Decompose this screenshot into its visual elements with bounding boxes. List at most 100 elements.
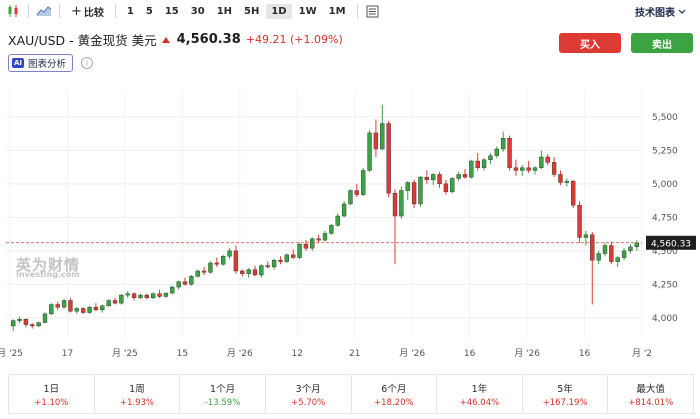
- candle-body: [571, 180, 576, 206]
- x-tick-label: 15: [177, 349, 188, 359]
- candle-body: [214, 262, 219, 265]
- candle-body: [367, 132, 372, 171]
- performance-value: +46.04%: [459, 397, 500, 408]
- candle-body: [513, 167, 519, 171]
- candle-body: [240, 270, 245, 274]
- candle-body: [151, 293, 156, 298]
- plus-icon: +: [71, 3, 82, 19]
- candle-body: [373, 132, 379, 150]
- candlestick-icon[interactable]: [4, 2, 22, 20]
- timeframe-1h[interactable]: 1H: [216, 5, 233, 17]
- candle-body: [386, 123, 391, 194]
- candle-body: [49, 304, 54, 315]
- x-tick-label: 月 '26: [227, 348, 253, 359]
- candle-body: [615, 257, 620, 262]
- candle-body: [30, 324, 35, 327]
- timeframe-1[interactable]: 1: [126, 5, 134, 17]
- candle-body: [265, 265, 270, 268]
- candle-body: [596, 253, 601, 261]
- compare-button[interactable]: + 比较: [66, 2, 109, 21]
- candle-body: [61, 300, 67, 308]
- chart-toolbar: + 比较 1 5 15 30 1H 5H 1D 1W 1M 技术图表: [0, 0, 700, 22]
- candle-body: [431, 174, 436, 181]
- candle-body: [106, 300, 111, 307]
- chart-analysis-label: 图表分析: [28, 59, 67, 70]
- timeframe-30[interactable]: 30: [190, 5, 205, 17]
- timeframe-1w[interactable]: 1W: [298, 5, 317, 17]
- y-tick-label: 5,000: [652, 180, 678, 190]
- candle-body: [138, 294, 143, 298]
- candle-body: [74, 308, 79, 312]
- timeframe-5[interactable]: 5: [145, 5, 153, 17]
- y-tick-label: 5,250: [652, 146, 678, 156]
- candle-body: [176, 281, 181, 288]
- performance-period: 3个月: [295, 383, 321, 395]
- info-icon[interactable]: i: [81, 57, 93, 69]
- x-tick-label: 月 '26: [399, 348, 425, 359]
- buy-button[interactable]: 买入: [559, 33, 621, 53]
- candle-body: [380, 123, 385, 150]
- area-chart-icon[interactable]: [35, 2, 53, 20]
- candle-body: [125, 293, 130, 296]
- candle-body: [329, 225, 334, 234]
- y-tick-label: 4,250: [652, 280, 678, 290]
- candle-body: [424, 176, 429, 181]
- chart-analysis-button[interactable]: AI 图表分析: [8, 54, 74, 72]
- candle-body: [297, 243, 302, 258]
- candle-body: [163, 292, 169, 297]
- performance-period: 1个月: [210, 383, 236, 395]
- performance-cell[interactable]: 1日 +1.10%: [9, 375, 95, 413]
- candle-body: [392, 193, 398, 217]
- candle-body: [189, 276, 194, 285]
- compare-label: 比较: [83, 7, 104, 19]
- candle-body: [227, 250, 232, 257]
- candle-body: [322, 233, 328, 241]
- candle-body: [577, 205, 582, 238]
- performance-cell[interactable]: 1周 +1.93%: [95, 375, 181, 413]
- timeframe-15[interactable]: 15: [164, 5, 179, 17]
- candle-body: [418, 176, 423, 205]
- performance-cell[interactable]: 5年 +167.19%: [523, 375, 609, 413]
- performance-period: 1年: [471, 383, 488, 395]
- performance-cell[interactable]: 3个月 +5.70%: [266, 375, 352, 413]
- timeframe-selector: 1 5 15 30 1H 5H 1D 1W 1M: [122, 3, 351, 19]
- y-tick-label: 4,500: [652, 247, 678, 257]
- sell-button[interactable]: 卖出: [631, 33, 693, 53]
- performance-cell[interactable]: 最大值 +814.01%: [608, 375, 693, 413]
- performance-period: 1周: [129, 383, 145, 395]
- timeframe-1d[interactable]: 1D: [266, 3, 292, 19]
- candle-body: [112, 300, 118, 304]
- performance-value: +18.20%: [374, 397, 414, 408]
- candle-body: [411, 182, 417, 205]
- x-tick-label: 21: [349, 349, 360, 359]
- performance-cell[interactable]: 1个月 -13.59%: [180, 375, 266, 413]
- performance-cell[interactable]: 1年 +46.04%: [437, 375, 523, 413]
- toolbar-divider: [59, 4, 60, 18]
- candle-body: [23, 319, 29, 325]
- timeframe-1m[interactable]: 1M: [328, 5, 346, 17]
- x-tick-label: 12: [292, 349, 303, 359]
- toolbar-divider: [356, 4, 358, 18]
- candle-body: [532, 167, 538, 171]
- performance-strip: 1日 +1.10% 1周 +1.93% 1个月 -13.59% 3个月 +5.70% 6个月 +1…: [8, 374, 694, 414]
- candle-body: [233, 250, 239, 272]
- candle-body: [316, 238, 321, 241]
- candle-body: [42, 313, 48, 323]
- x-tick-label: 17: [62, 349, 73, 359]
- chart-settings-icon[interactable]: [364, 2, 382, 20]
- x-tick-label: 月 '25: [0, 348, 23, 359]
- candle-body: [354, 190, 359, 195]
- candle-body: [481, 159, 487, 168]
- performance-cell[interactable]: 6个月 +18.20%: [352, 375, 438, 413]
- candlestick-chart[interactable]: 5,500 5,250 5,000 4,750 4,500 4,250 4,000 月 '25…: [0, 80, 700, 370]
- candle-body: [564, 180, 569, 183]
- timeframe-5h[interactable]: 5H: [244, 5, 260, 17]
- x-tick-label: 16: [579, 349, 591, 359]
- performance-value: +814.01%: [628, 397, 674, 408]
- technical-chart-link[interactable]: 技术图表: [635, 4, 686, 19]
- candle-body: [93, 306, 99, 311]
- candle-body: [539, 156, 544, 168]
- candle-body: [475, 160, 480, 168]
- candle-body: [602, 245, 608, 254]
- candle-body: [456, 174, 461, 179]
